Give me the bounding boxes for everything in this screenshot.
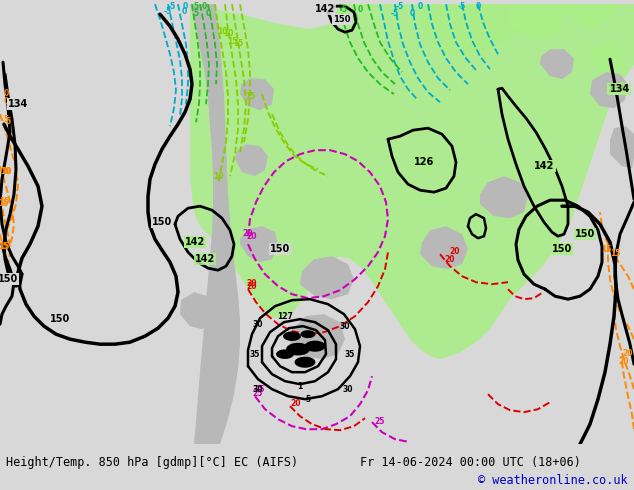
- Text: -5: -5: [458, 2, 466, 11]
- Text: 142: 142: [185, 237, 205, 247]
- Text: 150: 150: [0, 274, 18, 284]
- Text: 10: 10: [217, 27, 227, 36]
- Text: 142: 142: [195, 254, 215, 264]
- Polygon shape: [240, 226, 278, 262]
- Text: 0: 0: [410, 9, 415, 18]
- Text: 20: 20: [450, 247, 460, 256]
- Polygon shape: [510, 4, 570, 39]
- Polygon shape: [283, 331, 301, 341]
- Text: 126: 126: [414, 157, 434, 167]
- Text: 15: 15: [0, 197, 9, 206]
- Polygon shape: [570, 4, 620, 29]
- Text: 0: 0: [417, 2, 423, 11]
- Text: 150: 150: [50, 314, 70, 324]
- Polygon shape: [290, 314, 345, 359]
- Text: 15: 15: [0, 242, 8, 251]
- Text: 25: 25: [375, 417, 385, 426]
- Text: 30: 30: [253, 319, 263, 329]
- Text: 30: 30: [253, 385, 263, 393]
- Text: 5: 5: [193, 9, 198, 18]
- Text: 5: 5: [306, 394, 311, 404]
- Text: 0: 0: [205, 9, 210, 18]
- Polygon shape: [540, 49, 574, 79]
- Polygon shape: [305, 341, 325, 352]
- Text: 35: 35: [345, 350, 355, 359]
- Text: 0: 0: [183, 2, 188, 11]
- Polygon shape: [295, 357, 316, 368]
- Polygon shape: [235, 144, 268, 176]
- Text: 20: 20: [623, 349, 633, 358]
- Text: 20: 20: [243, 229, 253, 238]
- Polygon shape: [286, 343, 310, 356]
- Text: 20: 20: [291, 399, 301, 408]
- Text: -5: -5: [164, 7, 172, 16]
- Text: Height/Temp. 850 hPa [gdmp][°C] EC (AIFS): Height/Temp. 850 hPa [gdmp][°C] EC (AIFS…: [6, 456, 298, 469]
- Polygon shape: [190, 4, 240, 444]
- Text: 10: 10: [0, 167, 10, 176]
- Text: 15: 15: [0, 199, 8, 208]
- Polygon shape: [301, 330, 316, 338]
- Text: 25: 25: [253, 389, 263, 398]
- Text: 10: 10: [1, 167, 11, 176]
- Text: 150: 150: [152, 217, 172, 227]
- Text: 127: 127: [277, 312, 293, 320]
- Text: -5: -5: [391, 9, 399, 18]
- Text: 10: 10: [223, 29, 233, 38]
- Text: 25: 25: [255, 385, 265, 394]
- Text: 15: 15: [227, 37, 237, 46]
- Text: 1: 1: [297, 382, 302, 391]
- Text: 142: 142: [534, 161, 554, 171]
- Polygon shape: [240, 78, 274, 110]
- Text: 0: 0: [476, 2, 481, 11]
- Text: 134: 134: [8, 99, 28, 109]
- Text: 15: 15: [233, 39, 243, 48]
- Text: 15: 15: [0, 242, 9, 251]
- Text: 150: 150: [575, 229, 595, 239]
- Text: 20: 20: [247, 279, 257, 288]
- Text: Fr 14-06-2024 00:00 UTC (18+06): Fr 14-06-2024 00:00 UTC (18+06): [360, 456, 581, 469]
- Text: 134: 134: [8, 99, 28, 109]
- Text: 35: 35: [250, 350, 260, 359]
- Text: 0: 0: [3, 89, 9, 98]
- Text: 5: 5: [3, 115, 9, 124]
- Text: -5: -5: [168, 2, 176, 11]
- Polygon shape: [420, 4, 600, 56]
- Text: 20: 20: [247, 282, 257, 291]
- Text: 20: 20: [444, 255, 455, 264]
- Text: 150: 150: [270, 244, 290, 254]
- Text: 20: 20: [619, 357, 630, 366]
- Polygon shape: [420, 226, 468, 269]
- Text: 150: 150: [333, 15, 351, 24]
- Text: 20: 20: [247, 232, 257, 241]
- Text: 0: 0: [358, 5, 363, 14]
- Text: 15: 15: [610, 249, 620, 258]
- Text: 30: 30: [340, 321, 350, 331]
- Polygon shape: [300, 256, 354, 299]
- Polygon shape: [276, 349, 294, 359]
- Text: 150: 150: [552, 244, 572, 254]
- Text: 0: 0: [202, 2, 207, 11]
- Text: 0: 0: [181, 7, 186, 16]
- Text: 15: 15: [601, 245, 611, 254]
- Text: 0: 0: [3, 97, 9, 106]
- Text: 5: 5: [342, 5, 347, 14]
- Text: 126: 126: [414, 157, 434, 167]
- Text: 15: 15: [245, 92, 256, 101]
- Polygon shape: [590, 72, 628, 108]
- Text: 134: 134: [610, 84, 630, 94]
- Text: 142: 142: [315, 4, 335, 14]
- Text: 142: 142: [535, 161, 555, 171]
- Polygon shape: [610, 126, 634, 168]
- Text: 30: 30: [343, 385, 353, 393]
- Polygon shape: [190, 4, 634, 359]
- Polygon shape: [180, 292, 215, 329]
- Polygon shape: [590, 42, 625, 74]
- Text: 5: 5: [193, 2, 198, 11]
- Text: 5: 5: [6, 117, 11, 126]
- Polygon shape: [480, 176, 528, 218]
- Text: -5: -5: [396, 2, 404, 11]
- Text: 134: 134: [608, 84, 628, 94]
- Text: © weatheronline.co.uk: © weatheronline.co.uk: [479, 473, 628, 487]
- Text: 10: 10: [213, 172, 223, 181]
